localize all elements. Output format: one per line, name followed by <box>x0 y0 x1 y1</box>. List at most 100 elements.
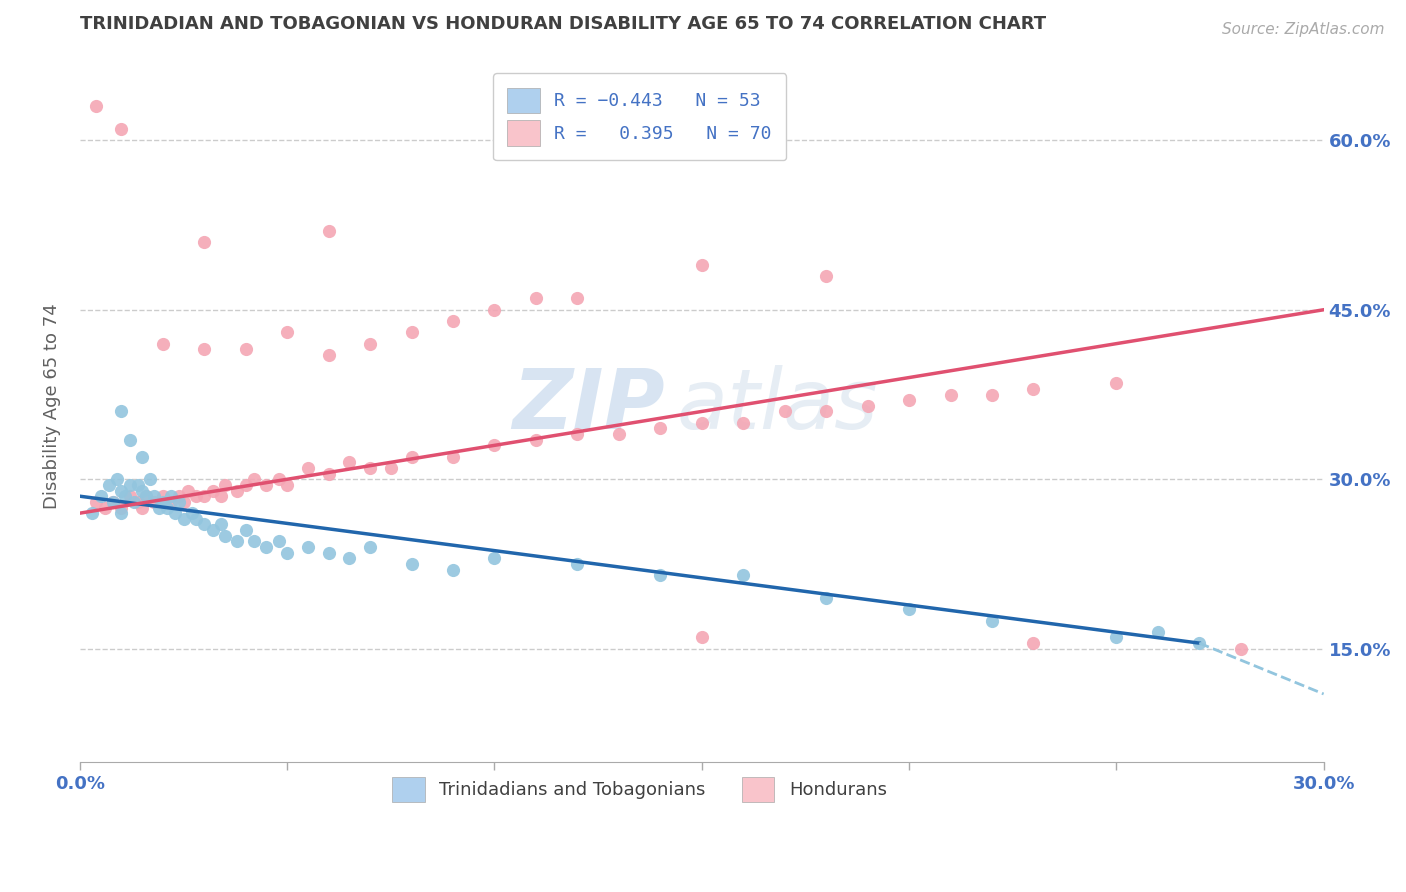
Point <box>184 512 207 526</box>
Point <box>114 489 136 503</box>
Point <box>86 495 108 509</box>
Point <box>690 258 713 272</box>
Point <box>135 489 157 503</box>
Point <box>815 268 838 283</box>
Point <box>733 568 755 582</box>
Point <box>254 478 277 492</box>
Text: Source: ZipAtlas.com: Source: ZipAtlas.com <box>1222 22 1385 37</box>
Point <box>380 461 402 475</box>
Point <box>193 235 215 249</box>
Point <box>105 472 128 486</box>
Point <box>318 224 340 238</box>
Point <box>143 495 166 509</box>
Point <box>567 292 589 306</box>
Point <box>152 489 174 503</box>
Point <box>148 500 170 515</box>
Point <box>1022 636 1045 650</box>
Point <box>165 506 187 520</box>
Point <box>118 478 141 492</box>
Point <box>650 421 672 435</box>
Point <box>524 433 547 447</box>
Point <box>152 336 174 351</box>
Point <box>484 551 506 566</box>
Point <box>110 404 132 418</box>
Point <box>337 455 360 469</box>
Point <box>110 122 132 136</box>
Point <box>650 568 672 582</box>
Point <box>337 551 360 566</box>
Point <box>567 557 589 571</box>
Point <box>297 461 319 475</box>
Point <box>122 495 145 509</box>
Point <box>169 495 191 509</box>
Point <box>214 529 236 543</box>
Point <box>131 483 153 498</box>
Point <box>484 302 506 317</box>
Point <box>131 500 153 515</box>
Point <box>127 495 149 509</box>
Point <box>441 314 464 328</box>
Point <box>152 495 174 509</box>
Point <box>156 500 179 515</box>
Point <box>101 495 124 509</box>
Point <box>226 534 249 549</box>
Point <box>773 404 796 418</box>
Point <box>173 512 195 526</box>
Point <box>939 387 962 401</box>
Point <box>118 433 141 447</box>
Point <box>193 343 215 357</box>
Point <box>110 506 132 520</box>
Point <box>401 326 423 340</box>
Text: atlas: atlas <box>676 366 879 446</box>
Point <box>160 489 183 503</box>
Point <box>733 416 755 430</box>
Point <box>193 517 215 532</box>
Point <box>359 336 381 351</box>
Text: TRINIDADIAN AND TOBAGONIAN VS HONDURAN DISABILITY AGE 65 TO 74 CORRELATION CHART: TRINIDADIAN AND TOBAGONIAN VS HONDURAN D… <box>80 15 1046 33</box>
Point <box>1105 376 1128 391</box>
Point <box>318 546 340 560</box>
Point <box>201 483 224 498</box>
Point <box>243 472 266 486</box>
Point <box>214 478 236 492</box>
Point <box>1105 631 1128 645</box>
Point <box>898 393 921 408</box>
Point <box>143 489 166 503</box>
Point <box>1022 382 1045 396</box>
Point <box>1229 641 1251 656</box>
Point <box>276 546 298 560</box>
Point <box>441 563 464 577</box>
Point <box>226 483 249 498</box>
Point <box>254 540 277 554</box>
Point <box>297 540 319 554</box>
Point <box>815 591 838 605</box>
Point <box>131 450 153 464</box>
Point <box>101 495 124 509</box>
Point <box>318 348 340 362</box>
Point <box>441 450 464 464</box>
Point <box>86 99 108 113</box>
Point <box>690 416 713 430</box>
Point <box>690 631 713 645</box>
Point <box>567 427 589 442</box>
Y-axis label: Disability Age 65 to 74: Disability Age 65 to 74 <box>44 303 60 508</box>
Point <box>607 427 630 442</box>
Point <box>184 489 207 503</box>
Point <box>235 478 257 492</box>
Point <box>898 602 921 616</box>
Text: ZIP: ZIP <box>512 366 665 446</box>
Point <box>359 540 381 554</box>
Point <box>243 534 266 549</box>
Point <box>135 489 157 503</box>
Point <box>1188 636 1211 650</box>
Point <box>193 489 215 503</box>
Point <box>110 500 132 515</box>
Point <box>201 523 224 537</box>
Point <box>93 500 115 515</box>
Point <box>856 399 879 413</box>
Point <box>173 495 195 509</box>
Point <box>235 523 257 537</box>
Point <box>118 489 141 503</box>
Point <box>97 478 120 492</box>
Point <box>318 467 340 481</box>
